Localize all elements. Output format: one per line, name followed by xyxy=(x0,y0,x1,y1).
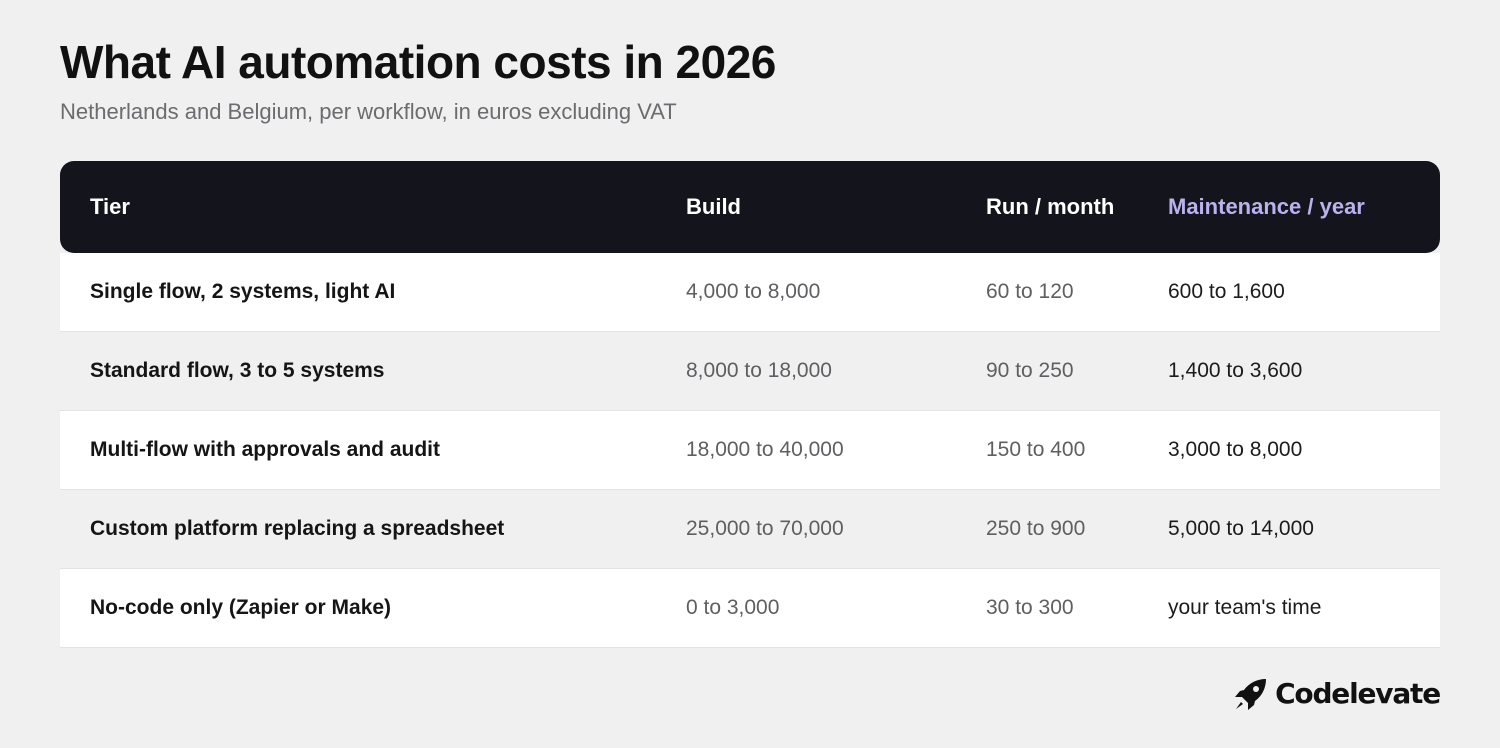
maintenance-cell: your team's time xyxy=(1168,596,1322,619)
tier-cell: Single flow, 2 systems, light AI xyxy=(90,280,396,303)
tier-cell: Custom platform replacing a spreadsheet xyxy=(90,517,505,540)
build-cell: 4,000 to 8,000 xyxy=(686,280,821,303)
table-row: Custom platform replacing a spreadsheet … xyxy=(60,490,1440,569)
rocket-icon xyxy=(1233,676,1269,712)
run-cell: 90 to 250 xyxy=(986,359,1074,382)
build-cell: 18,000 to 40,000 xyxy=(686,438,844,461)
build-cell: 25,000 to 70,000 xyxy=(686,517,844,540)
table-row: No-code only (Zapier or Make) 0 to 3,000… xyxy=(60,569,1440,648)
table-row: Standard flow, 3 to 5 systems 8,000 to 1… xyxy=(60,332,1440,411)
page-title: What AI automation costs in 2026 xyxy=(60,36,776,88)
run-cell: 60 to 120 xyxy=(986,280,1074,303)
run-cell: 250 to 900 xyxy=(986,517,1086,540)
brand-name: Codelevate xyxy=(1275,677,1441,710)
brand-logo: Codelevate xyxy=(1233,676,1441,712)
header-tier: Tier xyxy=(90,194,130,219)
build-cell: 8,000 to 18,000 xyxy=(686,359,832,382)
run-cell: 150 to 400 xyxy=(986,438,1086,461)
maintenance-cell: 600 to 1,600 xyxy=(1168,280,1285,303)
page-subtitle: Netherlands and Belgium, per workflow, i… xyxy=(60,99,677,124)
maintenance-cell: 3,000 to 8,000 xyxy=(1168,438,1303,461)
header-build: Build xyxy=(686,194,741,219)
header-maintenance: Maintenance / year xyxy=(1168,194,1365,219)
table-row: Single flow, 2 systems, light AI 4,000 t… xyxy=(60,253,1440,332)
tier-cell: No-code only (Zapier or Make) xyxy=(90,596,392,619)
table-header: Tier Build Run / month Maintenance / yea… xyxy=(60,161,1440,253)
table-row: Multi-flow with approvals and audit 18,0… xyxy=(60,411,1440,490)
build-cell: 0 to 3,000 xyxy=(686,596,780,619)
maintenance-cell: 5,000 to 14,000 xyxy=(1168,517,1314,540)
tier-cell: Standard flow, 3 to 5 systems xyxy=(90,359,385,382)
cost-table: Tier Build Run / month Maintenance / yea… xyxy=(60,161,1440,648)
tier-cell: Multi-flow with approvals and audit xyxy=(90,438,440,461)
maintenance-cell: 1,400 to 3,600 xyxy=(1168,359,1303,382)
run-cell: 30 to 300 xyxy=(986,596,1074,619)
header-run: Run / month xyxy=(986,194,1115,219)
